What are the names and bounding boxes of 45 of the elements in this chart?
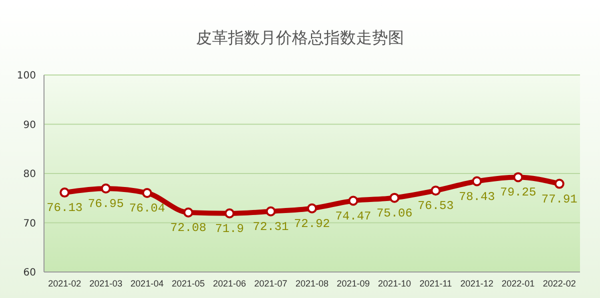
point [142,188,152,198]
x-tick-label: 2022-02 [542,278,576,288]
data-label: 76.53 [418,199,454,214]
point [472,176,482,186]
data-label: 72.92 [294,216,330,231]
data-label: 79.25 [500,186,536,200]
y-tick-label: 70 [23,218,36,230]
data-label: 71.9 [215,222,244,236]
point [348,196,358,206]
x-tick-label: 2022-01 [502,278,535,288]
data-label: 78.43 [458,190,495,204]
x-tick-label: 2021-02 [48,278,82,288]
data-label: 77.91 [541,192,578,206]
x-tick-label: 2021-09 [336,278,370,288]
point [430,186,441,196]
y-tick-label: 100 [16,70,36,82]
point [266,206,276,216]
point [60,188,70,198]
x-tick-label: 2021-06 [213,278,246,288]
data-label: 74.47 [335,209,372,224]
y-tick-label: 80 [23,169,36,180]
point [307,203,317,214]
x-tick-label: 2021-10 [378,278,411,288]
y-tick-label: 60 [23,268,36,279]
y-tick-label: 90 [23,120,36,131]
data-label: 76.95 [88,197,124,212]
data-label: 72.08 [170,221,206,236]
x-tick-label: 2021-03 [89,278,122,288]
point [513,172,524,182]
x-tick-label: 2021-08 [295,278,329,288]
data-label: 76.04 [129,202,166,216]
point [183,208,194,218]
x-tick-label: 2021-04 [130,278,164,288]
point [224,208,235,218]
point [554,178,564,189]
data-label: 75.06 [376,206,412,220]
x-tick-label: 2021-12 [460,278,494,288]
x-tick-label: 2021-11 [420,278,452,288]
point [389,192,400,203]
x-tick-label: 2021-05 [172,278,205,288]
point [100,184,111,194]
x-tick-label: 2021-07 [254,278,288,288]
data-label: 76.13 [46,201,83,216]
data-label: 72.31 [252,220,289,234]
chart-title: 皮革指数月价格总指数走势图 [195,28,405,49]
